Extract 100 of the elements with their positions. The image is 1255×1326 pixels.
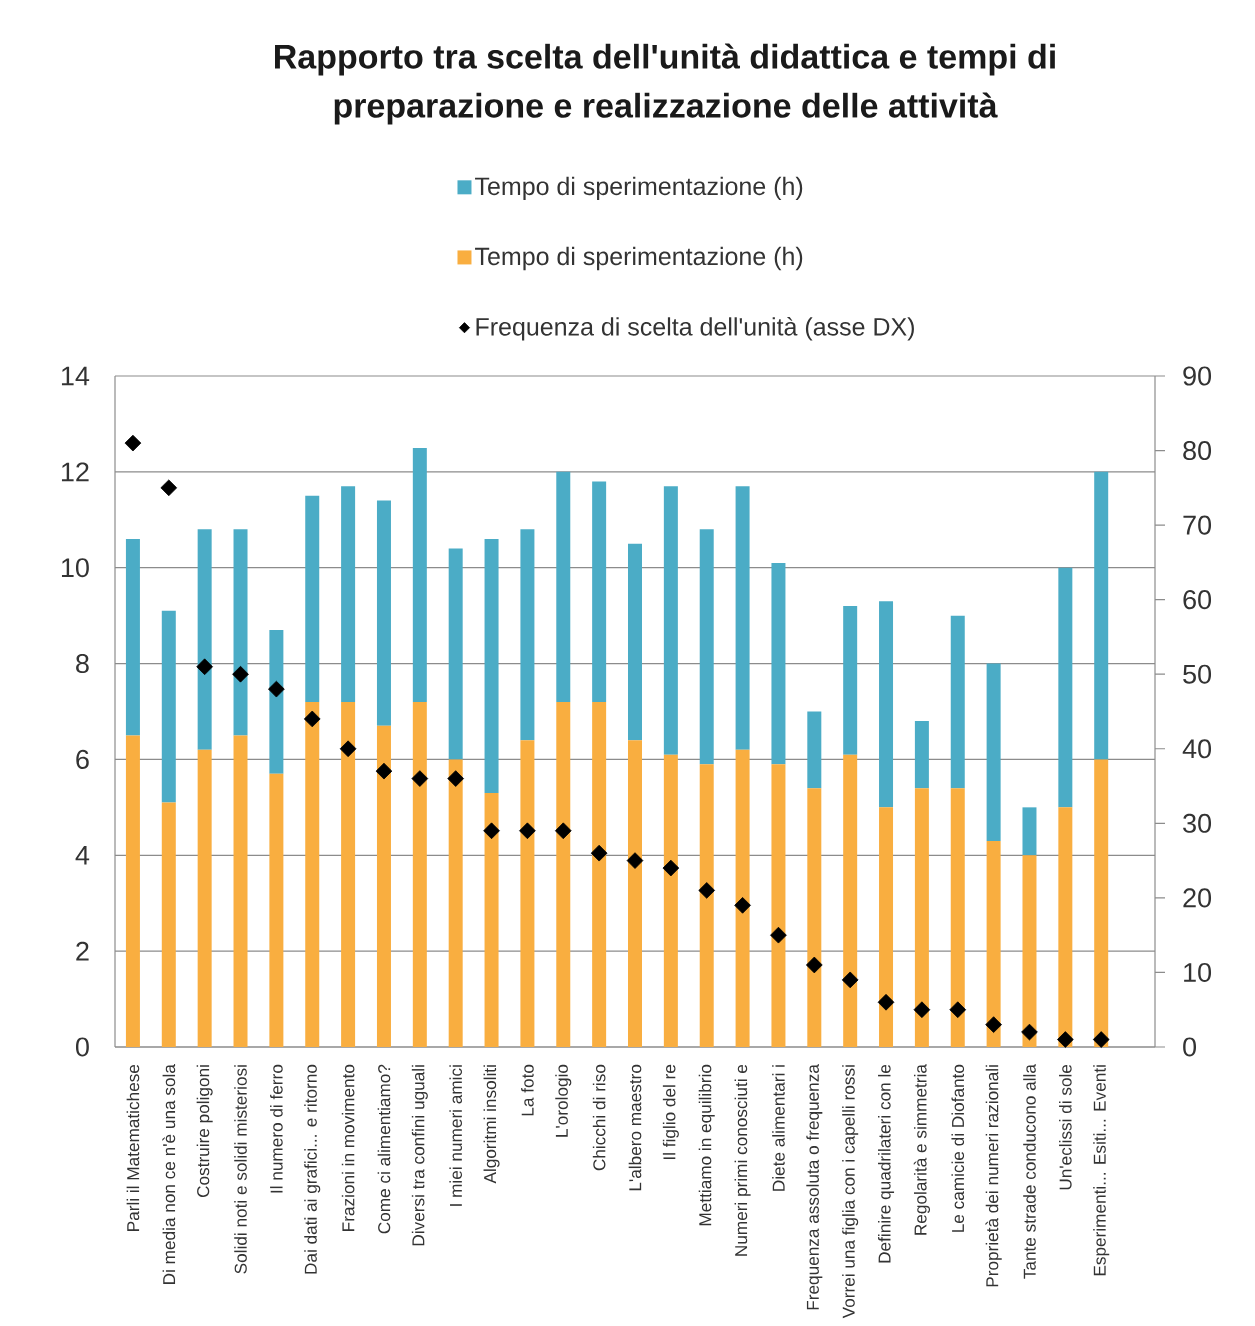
point [160, 479, 178, 497]
x-tick-label: Come ci alimentiamo? [377, 1064, 391, 1234]
y-tick-label: 8 [76, 654, 89, 674]
bar [197, 529, 212, 750]
point [1057, 1031, 1074, 1048]
point [734, 897, 751, 914]
bar [879, 601, 894, 808]
bar [520, 740, 535, 1047]
point [949, 1001, 967, 1019]
bar [628, 740, 642, 1047]
x-tick-label: Algoritmi insoliti [483, 1065, 500, 1184]
bar [771, 562, 786, 765]
bar [663, 486, 678, 755]
point [232, 665, 249, 683]
bar [986, 840, 1001, 1047]
bar [1094, 759, 1109, 1047]
bar [484, 538, 499, 793]
bar [807, 788, 822, 1047]
bar [305, 495, 320, 702]
x-tick-label: Le camicie di Diofanto [951, 1064, 965, 1232]
point [124, 434, 142, 452]
x-tick-label: Diete alimentari i [772, 1065, 785, 1191]
y2-tick-label: 90 [1183, 366, 1212, 386]
point [913, 1001, 931, 1019]
x-tick-label: Diversi tra confini uguali [411, 1065, 428, 1246]
bar [1058, 807, 1073, 1047]
bar [448, 759, 463, 1047]
point [268, 680, 285, 698]
bar [807, 711, 822, 789]
bar [125, 538, 140, 736]
point [339, 740, 357, 758]
x-tick-label: Mettiamo in equilibrio [698, 1064, 715, 1226]
x-tick-label: Definire quadrilateri con le [878, 1064, 895, 1263]
bar [448, 548, 463, 760]
x-tick-label: Frazioni in movimento [341, 1064, 355, 1231]
bar [735, 749, 750, 1047]
y2-tick-label: 20 [1183, 888, 1212, 908]
x-tick-label: Solidi noti e solidi misteriosi [234, 1065, 247, 1274]
point [483, 822, 500, 840]
x-tick-label: Di media non ce n'è una sola [162, 1064, 176, 1284]
bar [950, 615, 965, 789]
x-tick-label: Vorrei una figlia con i capelli rossi [842, 1065, 859, 1319]
point [877, 993, 895, 1011]
y2-tick-label: 50 [1183, 664, 1212, 684]
point [805, 956, 823, 974]
bar [986, 663, 1001, 841]
x-tick-label: Il figlio del re [662, 1064, 679, 1160]
bar [914, 788, 929, 1047]
legend-label: Tempo di sperimentazione (h) [475, 176, 803, 201]
bar [520, 529, 535, 741]
bar [843, 754, 858, 1047]
bar [269, 630, 284, 774]
y2-tick-label: 10 [1184, 962, 1212, 982]
bar [663, 754, 678, 1047]
bar [376, 725, 391, 1047]
x-tick-label: I miei numeri amici [449, 1065, 462, 1206]
y-tick-label: 6 [76, 749, 89, 769]
bar [628, 543, 642, 741]
point [590, 844, 608, 862]
bar [305, 701, 320, 1047]
y-tick-label: 12 [61, 462, 89, 482]
bar [556, 471, 571, 702]
legend-label: Frequenza di scelta dell'unità (asse DX) [476, 316, 914, 341]
x-tick-label: La foto [521, 1064, 534, 1116]
y2-tick-label: 0 [1183, 1037, 1197, 1057]
x-tick-label: Frequenza assoluta o frequenza [806, 1064, 823, 1310]
x-tick-label: Dai dati ai grafici... e ritorno [304, 1064, 321, 1274]
point [447, 770, 465, 787]
bar [771, 764, 786, 1047]
bar [556, 701, 571, 1047]
bar [233, 735, 248, 1047]
x-tick-label: Chicchi di riso [592, 1064, 606, 1171]
x-tick-label: L'albero maestro [628, 1064, 642, 1191]
y-tick-label: 10 [61, 558, 89, 578]
x-tick-label: Parli il Matematichese [126, 1064, 140, 1231]
x-tick-label: Esperimenti... Esiti... Eventi [1093, 1065, 1110, 1276]
bar [125, 735, 140, 1047]
bar [699, 529, 714, 765]
bar [1022, 855, 1037, 1047]
point [196, 658, 213, 676]
point [698, 882, 716, 899]
y-tick-label: 14 [61, 366, 90, 386]
bar [592, 481, 607, 702]
bar [341, 701, 356, 1047]
y-tick-label: 4 [75, 846, 90, 865]
point [1092, 1031, 1110, 1048]
bar [233, 529, 248, 736]
point [985, 1016, 1002, 1033]
bar [699, 764, 714, 1047]
bar [1022, 807, 1037, 856]
bar [197, 749, 212, 1047]
legend-label: Tempo di sperimentazione (h) [475, 246, 803, 271]
y2-tick-label: 60 [1183, 590, 1212, 610]
point [841, 971, 859, 989]
y-tick-label: 2 [76, 941, 89, 961]
bar [1094, 471, 1109, 760]
bar [161, 802, 176, 1047]
x-tick-label: Un'eclissi di sole [1059, 1064, 1072, 1190]
point [662, 859, 680, 877]
bar [592, 701, 607, 1047]
